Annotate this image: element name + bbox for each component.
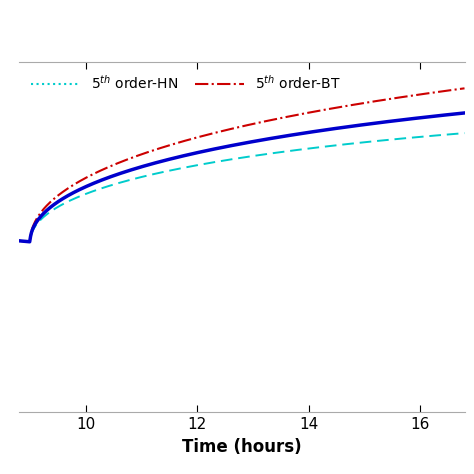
Legend: $5^{th}$ order-HN, $5^{th}$ order-BT: $5^{th}$ order-HN, $5^{th}$ order-BT [26,69,346,98]
X-axis label: Time (hours): Time (hours) [182,438,301,456]
